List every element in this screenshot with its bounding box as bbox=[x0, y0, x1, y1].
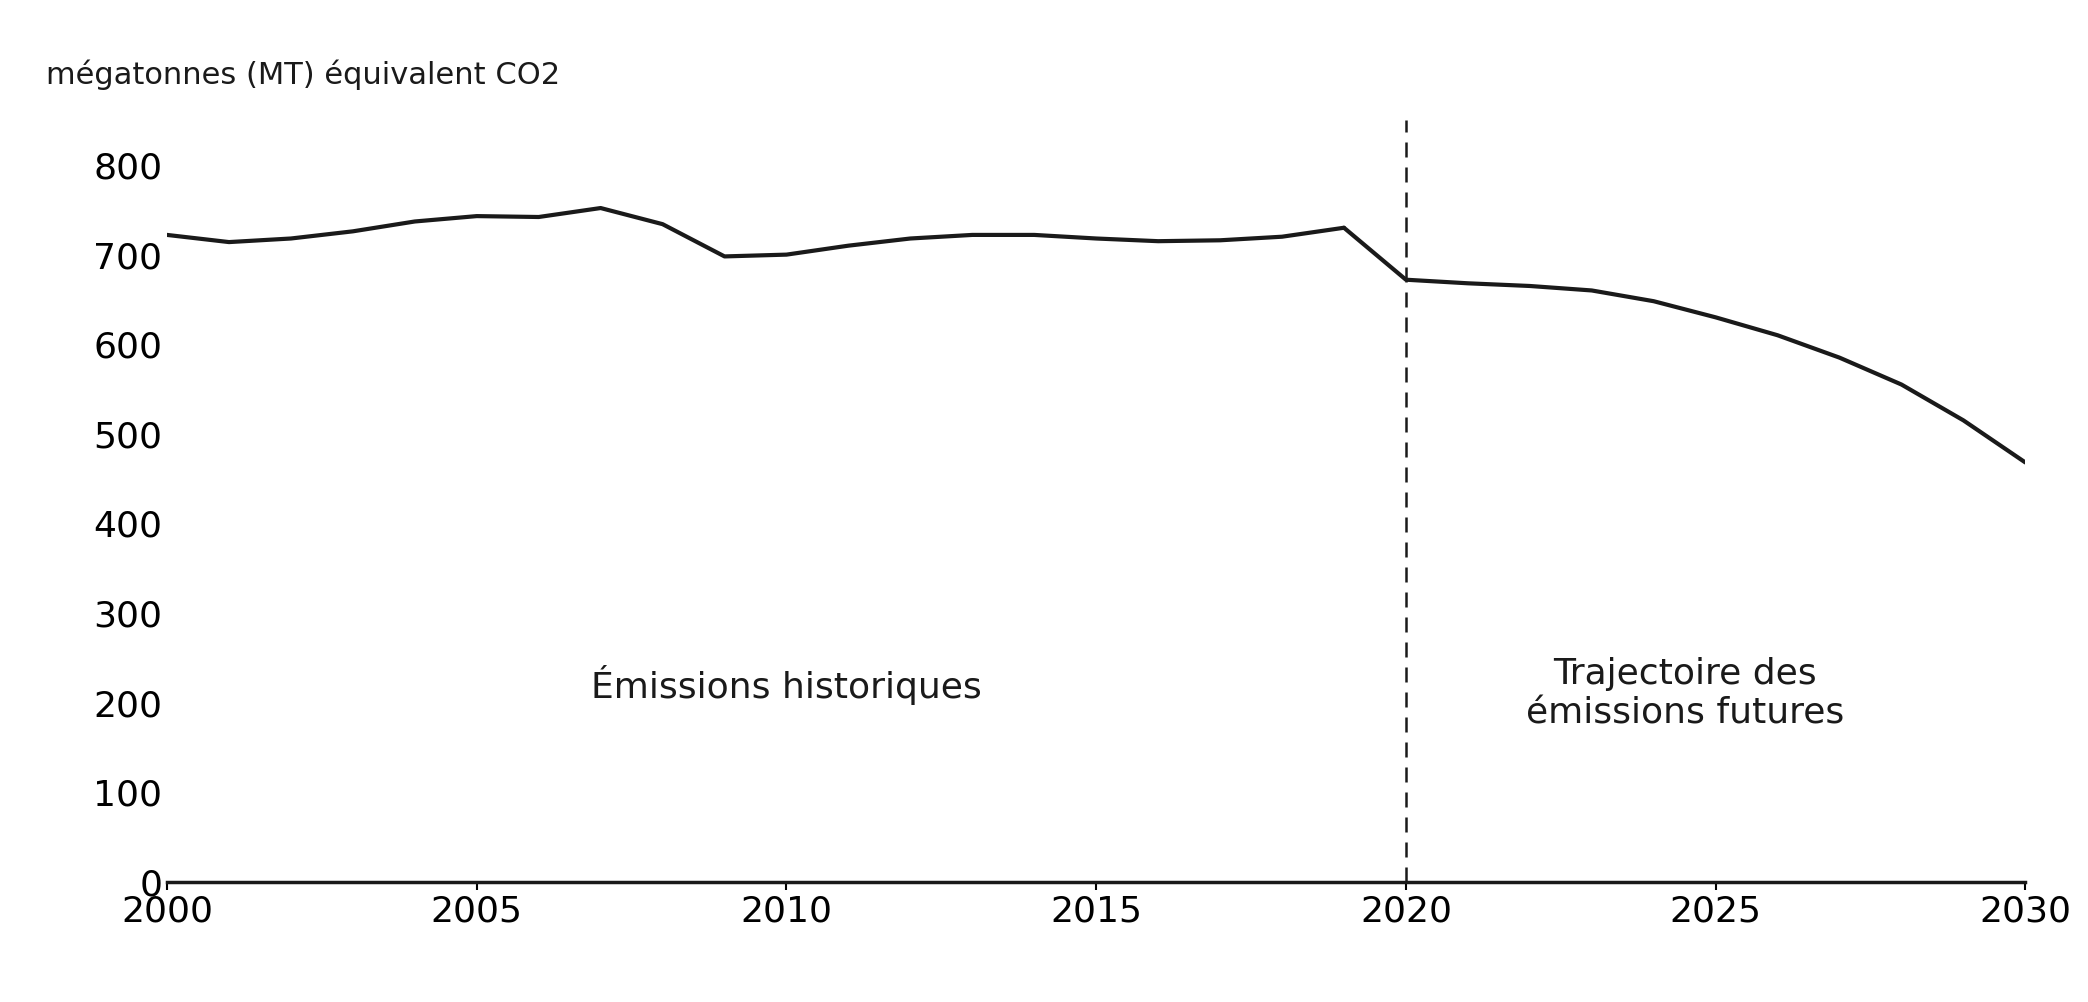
Text: mégatonnes (MT) équivalent CO2: mégatonnes (MT) équivalent CO2 bbox=[46, 59, 560, 90]
Text: Trajectoire des
émissions futures: Trajectoire des émissions futures bbox=[1526, 657, 1844, 730]
Text: Émissions historiques: Émissions historiques bbox=[591, 664, 981, 704]
